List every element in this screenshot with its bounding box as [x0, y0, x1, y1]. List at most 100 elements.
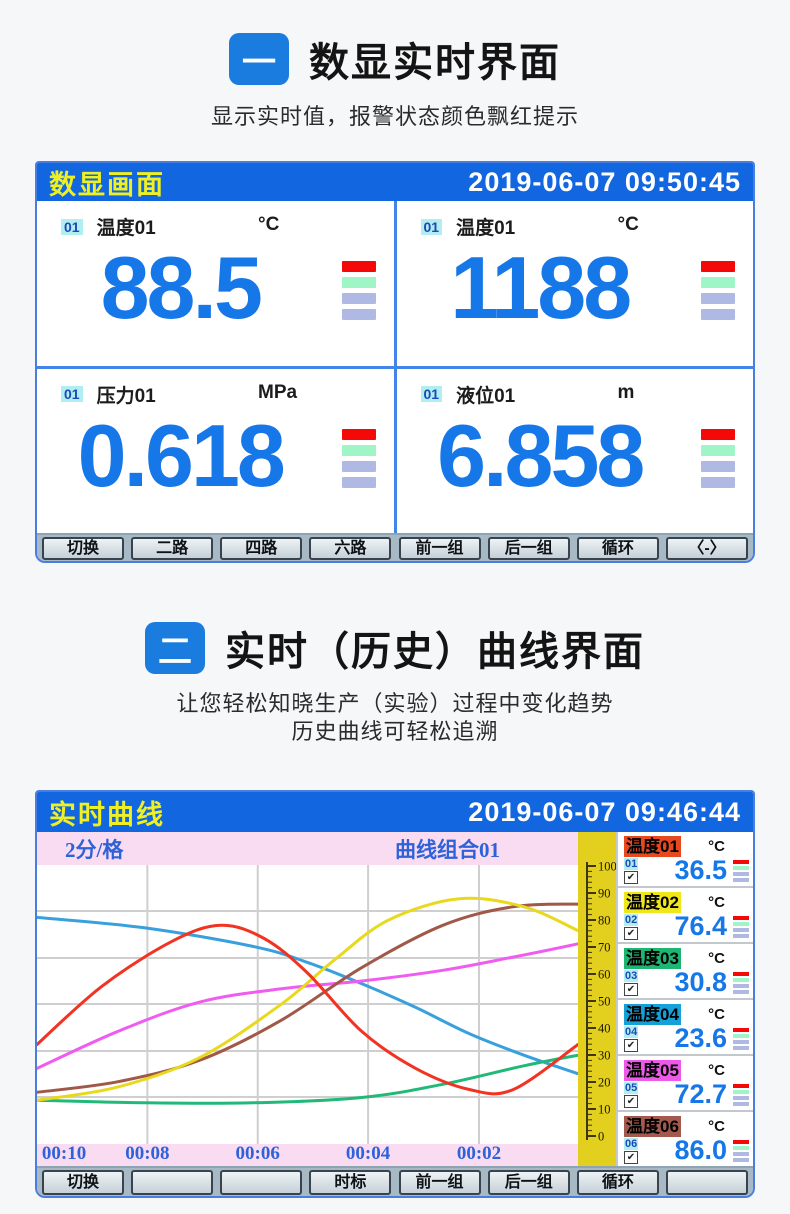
channel-unit: °C	[708, 1117, 725, 1135]
value-cell: 01 温度01 °C 1188	[396, 201, 753, 366]
panel1-button-bar: 切换 二路 四路 六路 前一组 后一组 循环 〈-〉	[37, 533, 753, 561]
next-group-button[interactable]: 后一组	[487, 536, 570, 560]
channel-id-badge: 01	[420, 218, 443, 235]
time-axis: 00:10 00:08 00:06 00:04 00:02	[37, 1143, 578, 1166]
trend-curve	[37, 896, 578, 1102]
channel-color-chip: 温度02	[624, 891, 681, 913]
two-channel-button[interactable]: 二路	[131, 536, 214, 560]
svg-text:40: 40	[598, 1022, 611, 1036]
blank-button[interactable]	[220, 1169, 303, 1195]
channel-label: 压力01	[96, 385, 156, 407]
next-group-button[interactable]: 后一组	[487, 1169, 570, 1195]
channel-value: 23.6	[674, 1023, 727, 1053]
prev-group-button[interactable]: 前一组	[398, 536, 481, 560]
channel-value: 86.0	[674, 1135, 727, 1165]
alarm-status-bars	[341, 261, 376, 320]
section1-header: 一 数显实时界面	[0, 0, 790, 88]
channel-color-chip: 温度04	[624, 1003, 681, 1025]
time-tick-label: 00:04	[345, 1143, 391, 1164]
panel2-title: 实时曲线	[49, 799, 165, 830]
trend-curve	[37, 923, 578, 1096]
channel-id-badge: 04	[624, 1026, 639, 1038]
svg-text:90: 90	[598, 887, 611, 901]
cycle-button[interactable]: 循环	[576, 536, 659, 560]
channel-value: 1188	[450, 238, 632, 337]
time-per-division-label: 2分/格	[65, 837, 124, 862]
channel-label: 液位01	[456, 385, 516, 407]
blank-button[interactable]	[131, 1169, 214, 1195]
channel-label: 温度01	[96, 218, 156, 239]
section2-subtitle-line2: 历史曲线可轻松追溯	[291, 719, 499, 744]
channel-unit: °C	[258, 214, 280, 235]
value-cell: 01 压力01 MPa 0.618	[37, 368, 394, 533]
channel-unit: °C	[708, 1005, 725, 1023]
channel-id-badge: 01	[61, 218, 83, 235]
panel1-title: 数显画面	[49, 169, 165, 200]
section-number-badge: 二	[145, 622, 205, 674]
section1-subtitle: 显示实时值，报警状态颜色飘红提示	[210, 104, 579, 129]
channel-id-badge: 01	[420, 386, 443, 402]
channel-row: 温度05 °C 05 ✔ 72.7	[618, 1056, 753, 1112]
trend-curve	[37, 1053, 578, 1105]
channel-row: 温度04 °C 04 ✔ 23.6	[618, 1000, 753, 1056]
channel-unit: °C	[708, 837, 725, 855]
channel-value: 88.5	[100, 238, 263, 337]
panel2-datetime: 2019-06-07 09:46:44	[468, 796, 741, 827]
channel-value: 0.618	[77, 405, 286, 505]
channel-color-chip: 温度03	[624, 947, 681, 969]
checkbox-icon[interactable]: ✔	[624, 871, 638, 884]
channel-value: 72.7	[674, 1079, 727, 1109]
time-tick-label: 00:08	[125, 1143, 170, 1164]
curve-group-label: 曲线组合01	[395, 837, 500, 862]
alarm-status-bars	[733, 1028, 749, 1050]
channel-id-badge: 06	[624, 1138, 639, 1150]
svg-text:20: 20	[598, 1076, 611, 1090]
alarm-status-bars	[733, 972, 749, 994]
time-tick-label: 00:06	[235, 1143, 280, 1164]
blank-button[interactable]	[665, 1169, 748, 1195]
trend-curve-panel: 实时曲线 2019-06-07 09:46:44 2分/格 曲线组合01 00:…	[35, 790, 755, 1198]
arrow-button[interactable]: 〈-〉	[665, 536, 748, 560]
channel-color-chip: 温度05	[624, 1059, 681, 1081]
channel-id-badge: 02	[624, 914, 639, 926]
section2-header: 二 实时（历史）曲线界面	[0, 563, 790, 677]
channel-id-badge: 01	[624, 858, 639, 870]
channel-unit: °C	[708, 1061, 725, 1079]
channel-id-badge: 03	[624, 970, 639, 982]
trend-chart-svg	[37, 865, 578, 1144]
checkbox-icon[interactable]: ✔	[624, 1151, 638, 1164]
value-cell: 01 液位01 m 6.858	[396, 368, 753, 533]
channel-row: 温度01 °C 01 ✔ 36.5	[618, 832, 753, 888]
alarm-status-bars	[733, 916, 749, 938]
prev-group-button[interactable]: 前一组	[398, 1169, 481, 1195]
section2-title: 实时（历史）曲线界面	[225, 630, 645, 674]
panel2-button-bar: 切换 时标 前一组 后一组 循环	[37, 1166, 753, 1196]
channel-unit: MPa	[258, 381, 298, 403]
checkbox-icon[interactable]: ✔	[624, 927, 638, 940]
checkbox-icon[interactable]: ✔	[624, 1039, 638, 1052]
svg-text:100: 100	[598, 860, 616, 874]
channel-label: 温度01	[456, 218, 516, 239]
value-cell: 01 温度01 °C 88.5	[37, 201, 394, 366]
switch-view-button[interactable]: 切换	[42, 536, 124, 560]
channel-color-chip: 温度06	[624, 1115, 681, 1137]
channel-row: 温度03 °C 03 ✔ 30.8	[618, 944, 753, 1000]
time-tick-label: 00:02	[456, 1143, 502, 1164]
channel-id-badge: 01	[61, 386, 83, 402]
checkbox-icon[interactable]: ✔	[624, 983, 638, 996]
alarm-status-bars	[733, 860, 749, 882]
switch-view-button[interactable]: 切换	[42, 1169, 124, 1195]
four-channel-button[interactable]: 四路	[220, 536, 303, 560]
checkbox-icon[interactable]: ✔	[624, 1095, 638, 1108]
channel-legend-panel: 温度01 °C 01 ✔ 36.5 温度02 °C	[616, 832, 753, 1166]
chart-info-bar: 2分/格 曲线组合01	[37, 832, 578, 865]
channel-value: 6.858	[437, 405, 645, 505]
cycle-button[interactable]: 循环	[576, 1169, 659, 1195]
alarm-status-bars	[341, 428, 376, 488]
section2-subtitle-line1: 让您轻松知晓生产（实验）过程中变化趋势	[176, 691, 614, 716]
six-channel-button[interactable]: 六路	[309, 536, 392, 560]
svg-text:70: 70	[598, 941, 611, 955]
alarm-status-bars	[701, 261, 735, 320]
time-scale-button[interactable]: 时标	[309, 1169, 392, 1195]
channel-value: 76.4	[674, 911, 727, 941]
